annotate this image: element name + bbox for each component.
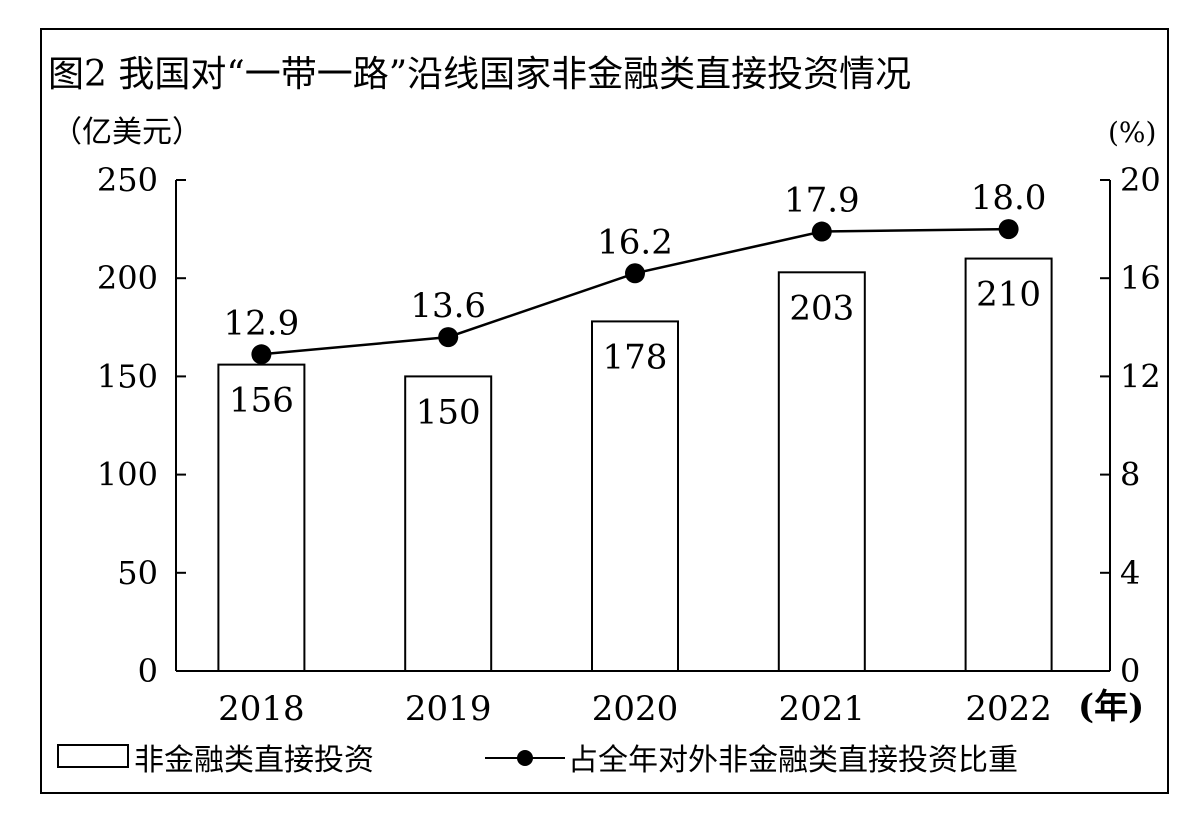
chart-title: 图2 我国对“一带一路”沿线国家非金融类直接投资情况: [48, 54, 911, 95]
line-point: [438, 327, 459, 348]
left-ticks-group: 0 50 100 150 200 250: [97, 161, 186, 690]
line-value-label: 16.2: [597, 222, 673, 262]
left-tick-label: 0: [138, 652, 158, 690]
line-value-label: 18.0: [971, 178, 1047, 218]
right-tick-label: 4: [1120, 554, 1140, 592]
legend: 非金融类直接投资 占全年对外非金融类直接投资比重: [57, 743, 1018, 778]
x-labels-group: 2018 2019 2020 2021 2022: [218, 689, 1052, 729]
x-tick-label: 2022: [965, 689, 1052, 729]
line-point: [625, 263, 645, 284]
left-tick-label: 100: [97, 456, 158, 494]
bar-value-label: 150: [416, 392, 481, 432]
bar-value-label: 203: [789, 288, 854, 328]
right-tick-label: 12: [1120, 357, 1161, 395]
x-tick-label: 2018: [218, 689, 305, 729]
line-point: [811, 221, 832, 242]
left-tick-label: 200: [97, 259, 158, 297]
left-tick-label: 50: [117, 554, 158, 592]
x-tick-label: 2020: [592, 689, 679, 729]
left-axis-unit: （亿美元）: [52, 115, 202, 150]
chart-frame: [40, 28, 1169, 794]
line-point: [251, 344, 272, 365]
legend-bar-swatch: [57, 744, 129, 768]
right-tick-label: 0: [1120, 652, 1140, 690]
bar: [964, 257, 1053, 672]
line-point: [998, 219, 1019, 240]
legend-bar-label: 非金融类直接投资: [134, 743, 374, 778]
right-tick-label: 20: [1120, 161, 1161, 199]
bar-value-label: 178: [603, 337, 668, 377]
line-series-group: 12.9 13.6 16.2 17.9 18.0: [224, 178, 1047, 365]
bar: [217, 363, 306, 672]
bar: [777, 271, 866, 672]
bar: [404, 375, 493, 672]
right-axis-unit: (%): [1108, 116, 1156, 149]
bar: [591, 320, 679, 672]
legend-line-marker: [517, 750, 533, 766]
x-tick-label: 2021: [779, 689, 866, 729]
legend-line-label: 占全年对外非金融类直接投资比重: [568, 743, 1018, 778]
left-tick-label: 250: [97, 161, 158, 199]
line-value-label: 12.9: [224, 303, 300, 343]
right-tick-label: 8: [1120, 456, 1140, 494]
bars-group: 156 150 178 203 210: [217, 257, 1053, 672]
line-value-label: 13.6: [410, 286, 486, 326]
left-tick-label: 150: [97, 357, 158, 395]
x-tick-label: 2019: [405, 689, 492, 729]
right-ticks-group: 0 4 8 12 16 20: [1100, 161, 1161, 690]
line-value-label: 17.9: [784, 181, 860, 221]
right-tick-label: 16: [1120, 259, 1161, 297]
bar-value-label: 210: [976, 275, 1041, 315]
x-axis-unit: (年): [1078, 687, 1144, 727]
bar-value-label: 156: [229, 381, 294, 421]
